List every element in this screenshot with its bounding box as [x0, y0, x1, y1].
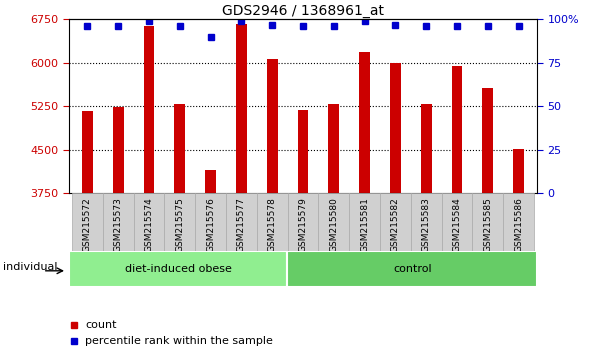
Bar [267, 59, 278, 193]
Bar [482, 88, 493, 193]
Bar [175, 104, 185, 193]
Bar [390, 63, 401, 193]
Bar [113, 107, 124, 193]
Bar [380, 193, 411, 251]
Text: GSM215584: GSM215584 [452, 198, 461, 252]
Text: individual: individual [4, 262, 58, 272]
Text: GSM215576: GSM215576 [206, 198, 215, 252]
Bar [421, 104, 431, 193]
Bar [226, 193, 257, 251]
Text: GSM215585: GSM215585 [483, 198, 492, 252]
Bar [513, 149, 524, 193]
Bar [328, 104, 339, 193]
Bar [452, 66, 463, 193]
Text: count: count [85, 320, 117, 330]
Bar [472, 193, 503, 251]
Bar [349, 193, 380, 251]
Bar [503, 193, 534, 251]
Bar [134, 193, 164, 251]
Bar [72, 193, 103, 251]
Text: GSM215577: GSM215577 [237, 198, 246, 252]
Text: GSM215573: GSM215573 [114, 198, 123, 252]
Bar [359, 52, 370, 193]
Bar [298, 110, 308, 193]
Text: GSM215586: GSM215586 [514, 198, 523, 252]
Bar [103, 193, 134, 251]
Bar [257, 193, 287, 251]
Bar [411, 193, 442, 251]
Text: GSM215580: GSM215580 [329, 198, 338, 252]
Text: percentile rank within the sample: percentile rank within the sample [85, 336, 273, 346]
Bar [205, 170, 216, 193]
Text: diet-induced obese: diet-induced obese [125, 264, 232, 274]
Text: GSM215575: GSM215575 [175, 198, 184, 252]
Text: GSM215582: GSM215582 [391, 198, 400, 252]
Bar [195, 193, 226, 251]
Text: GSM215579: GSM215579 [299, 198, 308, 252]
Text: GSM215578: GSM215578 [268, 198, 277, 252]
Bar [287, 193, 319, 251]
Text: GSM215581: GSM215581 [360, 198, 369, 252]
Text: GSM215583: GSM215583 [422, 198, 431, 252]
Text: control: control [393, 264, 431, 274]
Text: GSM215574: GSM215574 [145, 198, 154, 252]
Bar [319, 193, 349, 251]
Bar [69, 251, 287, 287]
Title: GDS2946 / 1368961_at: GDS2946 / 1368961_at [222, 5, 384, 18]
Bar [442, 193, 472, 251]
Text: GSM215572: GSM215572 [83, 198, 92, 252]
Bar [82, 111, 93, 193]
Bar [236, 23, 247, 193]
Bar [164, 193, 195, 251]
Bar [287, 251, 537, 287]
Bar [143, 26, 154, 193]
